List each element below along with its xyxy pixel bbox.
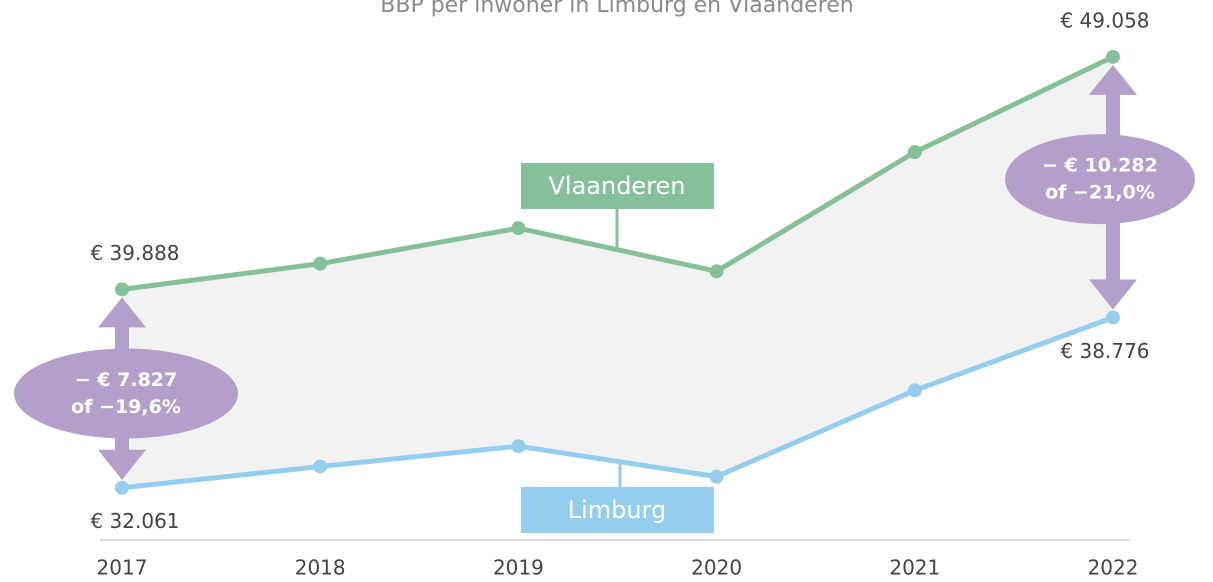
data-point: [1106, 49, 1120, 64]
value-label: € 39.888: [90, 241, 179, 265]
value-label: € 49.058: [1060, 8, 1149, 32]
data-point: [511, 221, 526, 236]
series-label: Vlaanderen: [548, 172, 685, 200]
x-tick-label: 2022: [1088, 556, 1139, 580]
annotation-text: − € 7.827: [75, 369, 177, 391]
gap-area: [122, 56, 1113, 488]
data-point: [709, 264, 724, 279]
annotation-bubble: [1005, 134, 1195, 225]
series-label-box: [521, 487, 714, 533]
annotation-text: of −21,0%: [1045, 182, 1155, 204]
data-point: [907, 383, 922, 398]
data-point: [115, 480, 129, 495]
x-tick-label: 2017: [97, 556, 148, 580]
annotation-text: of −19,6%: [71, 396, 181, 418]
x-tick-label: 2021: [889, 556, 940, 580]
annotation-bubble: [14, 348, 238, 439]
data-point: [709, 469, 724, 484]
x-tick-label: 2020: [691, 556, 742, 580]
annotation-text: − € 10.282: [1042, 155, 1158, 177]
x-tick-label: 2019: [493, 556, 544, 580]
data-point: [313, 256, 328, 271]
x-tick-label: 2018: [295, 556, 346, 580]
data-point: [511, 439, 526, 454]
data-point: [1106, 310, 1120, 325]
data-point: [115, 282, 129, 297]
value-label: € 38.776: [1060, 339, 1149, 363]
value-label: € 32.061: [90, 509, 179, 533]
series-line: [121, 54, 1115, 292]
data-point: [907, 145, 922, 160]
series-label: Limburg: [568, 496, 667, 524]
series-label-box: [521, 163, 714, 209]
chart-title: BBP per inwoner in Limburg en Vlaanderen: [380, 0, 853, 18]
data-point: [313, 459, 328, 474]
series-line: [121, 315, 1114, 491]
